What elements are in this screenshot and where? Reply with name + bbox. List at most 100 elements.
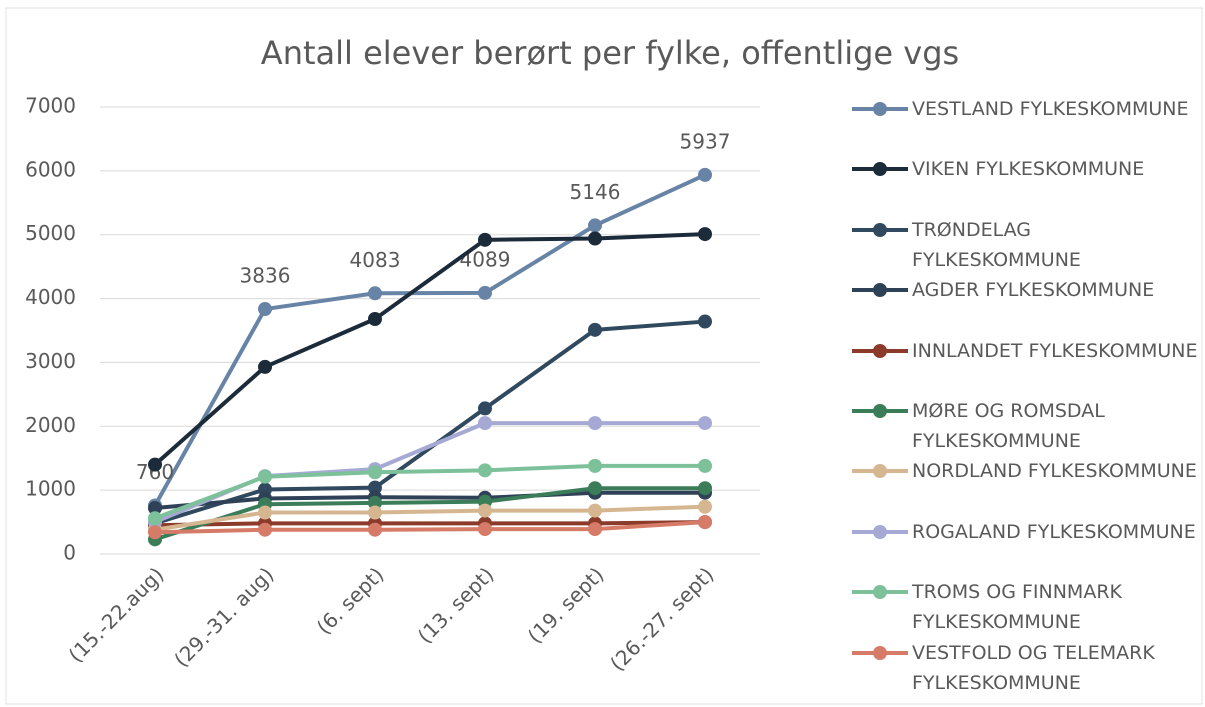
chart-border bbox=[5, 7, 1203, 705]
point bbox=[698, 416, 712, 431]
legend-item: MØRE OG ROMSDAL FYLKESKOMMUNE bbox=[850, 396, 1205, 456]
point bbox=[588, 503, 602, 518]
point bbox=[698, 515, 712, 530]
data-label: 3836 bbox=[240, 264, 291, 288]
point bbox=[148, 525, 162, 540]
point bbox=[148, 501, 162, 516]
chart-title: Antall elever berørt per fylke, offentli… bbox=[261, 34, 959, 72]
point bbox=[588, 481, 602, 496]
legend-item: INNLANDET FYLKESKOMMUNE bbox=[850, 336, 1205, 366]
x-tick-label: (26.-27. sept) bbox=[605, 562, 718, 675]
x-tick-label: (29.-31. aug) bbox=[169, 562, 278, 671]
legend-label: TRØNDELAG FYLKESKOMMUNE bbox=[912, 218, 1081, 271]
y-tick-label: 3000 bbox=[25, 349, 76, 373]
series bbox=[148, 167, 712, 513]
legend-item: TROMS OG FINNMARK FYLKESKOMMUNE bbox=[850, 577, 1205, 637]
series-line bbox=[154, 504, 706, 532]
series-line bbox=[154, 463, 705, 521]
point bbox=[478, 463, 492, 478]
legend-item: AGDER FYLKESKOMMUNE bbox=[850, 275, 1205, 305]
point bbox=[368, 286, 382, 301]
point bbox=[368, 480, 382, 495]
point bbox=[698, 481, 712, 496]
point bbox=[698, 227, 712, 242]
y-tick-label: 4000 bbox=[25, 285, 76, 309]
point bbox=[698, 458, 712, 473]
x-tick-label: (15.-22.aug) bbox=[64, 562, 169, 667]
point bbox=[588, 322, 602, 337]
legend-swatch bbox=[852, 283, 908, 298]
legend-label: MØRE OG ROMSDAL FYLKESKOMMUNE bbox=[912, 400, 1105, 452]
series-line bbox=[153, 173, 706, 507]
point bbox=[588, 458, 602, 473]
legend-item: VIKEN FYLKESKOMMUNE bbox=[850, 154, 1205, 184]
legend-swatch bbox=[852, 162, 908, 177]
legend-label: VIKEN FYLKESKOMMUNE bbox=[912, 158, 1145, 181]
legend-swatch bbox=[852, 222, 908, 237]
legend-swatch bbox=[852, 404, 908, 418]
x-tick-label: (19. sept) bbox=[523, 562, 609, 648]
legend-label: TROMS OG FINNMARK FYLKESKOMMUNE bbox=[912, 581, 1122, 634]
y-tick-label: 6000 bbox=[25, 157, 76, 181]
series bbox=[148, 481, 712, 547]
legend-label: VESTFOLD OG TELEMARK FYLKESKOMMUNE bbox=[912, 641, 1155, 694]
series bbox=[148, 227, 712, 472]
y-tick-label: 2000 bbox=[25, 413, 76, 437]
legend-swatch bbox=[852, 464, 908, 479]
series-line bbox=[153, 232, 706, 467]
point bbox=[258, 522, 272, 537]
point bbox=[478, 416, 492, 431]
x-tick-label: (6. sept) bbox=[312, 562, 389, 639]
point bbox=[588, 218, 602, 233]
point bbox=[478, 503, 492, 518]
legend-item: NORDLAND FYLKESKOMMUNE bbox=[850, 456, 1205, 486]
point bbox=[258, 469, 272, 484]
legend-label: NORDLAND FYLKESKOMMUNE bbox=[912, 460, 1197, 483]
point bbox=[478, 232, 492, 247]
y-tick-label: 1000 bbox=[25, 477, 76, 501]
legend-label: INNLANDET FYLKESKOMMUNE bbox=[912, 339, 1198, 362]
point bbox=[368, 522, 382, 537]
y-tick-label: 5000 bbox=[25, 221, 76, 245]
point bbox=[258, 302, 272, 317]
legend-item: ROGALAND FYLKESKOMMUNE bbox=[850, 517, 1205, 547]
point bbox=[698, 314, 712, 329]
legend-item: VESTLAND FYLKESKOMMUNE bbox=[850, 94, 1205, 124]
point bbox=[588, 416, 602, 431]
y-tick-label: 0 bbox=[63, 541, 76, 565]
data-label: 5146 bbox=[570, 180, 621, 204]
legend-swatch bbox=[852, 102, 908, 116]
legend-item: VESTFOLD OG TELEMARK FYLKESKOMMUNE bbox=[850, 638, 1205, 698]
y-tick-label: 7000 bbox=[25, 94, 76, 118]
point bbox=[258, 359, 272, 374]
point bbox=[698, 499, 712, 514]
point bbox=[588, 522, 602, 537]
series bbox=[148, 515, 712, 540]
x-tick-label: (13. sept) bbox=[413, 562, 499, 648]
legend-label: AGDER FYLKESKOMMUNE bbox=[912, 279, 1155, 302]
legend-swatch bbox=[852, 343, 908, 358]
series-line bbox=[154, 486, 705, 542]
legend-swatch bbox=[852, 585, 908, 600]
point bbox=[478, 522, 492, 537]
point bbox=[588, 231, 602, 246]
point bbox=[368, 495, 382, 510]
point bbox=[368, 312, 382, 327]
point bbox=[148, 511, 162, 526]
point bbox=[148, 457, 162, 472]
series-line bbox=[154, 520, 706, 528]
legend-item: TRØNDELAG FYLKESKOMMUNE bbox=[850, 215, 1205, 275]
series-line bbox=[154, 490, 705, 511]
point bbox=[698, 167, 712, 182]
series bbox=[148, 458, 712, 526]
point bbox=[478, 401, 492, 416]
legend-swatch bbox=[852, 645, 908, 660]
point bbox=[478, 285, 492, 300]
legend-label: VESTLAND FYLKESKOMMUNE bbox=[912, 98, 1189, 120]
point bbox=[368, 465, 382, 480]
series-line bbox=[154, 520, 706, 535]
legend-swatch bbox=[852, 524, 908, 539]
data-label: 5937 bbox=[680, 129, 731, 153]
